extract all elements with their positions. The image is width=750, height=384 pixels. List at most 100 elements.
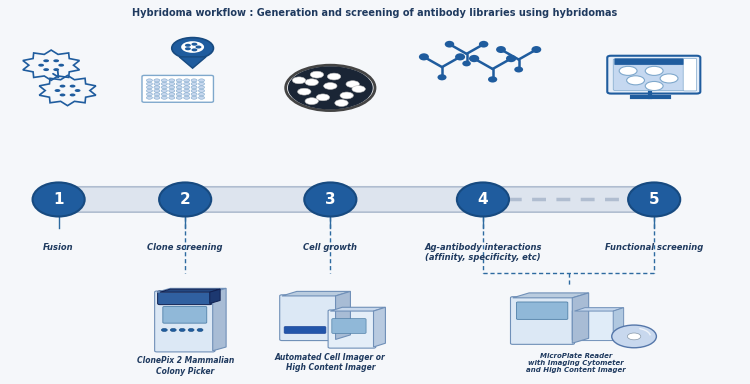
- Circle shape: [191, 43, 197, 46]
- Text: Functional screening: Functional screening: [605, 243, 703, 252]
- Circle shape: [154, 93, 160, 96]
- Circle shape: [185, 44, 190, 47]
- Ellipse shape: [479, 41, 488, 48]
- Polygon shape: [213, 288, 226, 351]
- Circle shape: [199, 89, 205, 92]
- Polygon shape: [614, 308, 624, 339]
- Ellipse shape: [496, 46, 506, 53]
- Text: MicroPlate Reader
with Imaging Cytometer
and High Content Imager: MicroPlate Reader with Imaging Cytometer…: [526, 353, 626, 373]
- Circle shape: [327, 73, 340, 80]
- Polygon shape: [335, 291, 350, 339]
- Circle shape: [352, 86, 365, 93]
- Circle shape: [196, 46, 202, 48]
- Circle shape: [44, 59, 49, 62]
- Circle shape: [154, 79, 160, 82]
- Circle shape: [612, 325, 656, 348]
- Circle shape: [184, 82, 190, 85]
- Circle shape: [172, 38, 214, 59]
- Circle shape: [627, 333, 640, 340]
- Circle shape: [199, 93, 205, 96]
- FancyBboxPatch shape: [54, 187, 658, 212]
- Polygon shape: [282, 291, 350, 296]
- Circle shape: [191, 93, 197, 96]
- FancyBboxPatch shape: [608, 56, 700, 94]
- Circle shape: [324, 83, 337, 89]
- Ellipse shape: [488, 76, 497, 83]
- Circle shape: [184, 86, 190, 89]
- Ellipse shape: [628, 182, 680, 217]
- Circle shape: [161, 93, 167, 96]
- Circle shape: [185, 47, 190, 50]
- Circle shape: [340, 92, 353, 99]
- Circle shape: [197, 328, 203, 331]
- Circle shape: [38, 64, 44, 67]
- Circle shape: [53, 68, 59, 71]
- Circle shape: [191, 82, 197, 85]
- Polygon shape: [210, 289, 220, 303]
- FancyBboxPatch shape: [572, 310, 616, 341]
- Circle shape: [146, 96, 152, 99]
- Text: Fusion: Fusion: [44, 243, 74, 252]
- Circle shape: [70, 93, 76, 96]
- Circle shape: [199, 86, 205, 89]
- FancyBboxPatch shape: [328, 310, 376, 348]
- Ellipse shape: [419, 53, 429, 60]
- FancyBboxPatch shape: [332, 319, 366, 333]
- Text: 1: 1: [53, 192, 64, 207]
- Circle shape: [154, 82, 160, 85]
- Text: 2: 2: [180, 192, 190, 207]
- Circle shape: [305, 79, 319, 86]
- Circle shape: [59, 84, 65, 88]
- Circle shape: [146, 82, 152, 85]
- Circle shape: [169, 82, 175, 85]
- Text: Cell growth: Cell growth: [303, 243, 357, 252]
- FancyBboxPatch shape: [284, 326, 326, 333]
- Circle shape: [176, 93, 182, 96]
- Circle shape: [191, 79, 197, 82]
- Circle shape: [169, 79, 175, 82]
- Circle shape: [176, 79, 182, 82]
- Circle shape: [161, 328, 167, 331]
- Circle shape: [75, 89, 80, 92]
- Circle shape: [176, 96, 182, 99]
- Circle shape: [146, 89, 152, 92]
- Circle shape: [191, 96, 197, 99]
- Circle shape: [169, 86, 175, 89]
- Circle shape: [169, 93, 175, 96]
- Polygon shape: [160, 289, 220, 292]
- Circle shape: [169, 96, 175, 99]
- Polygon shape: [574, 308, 624, 311]
- Circle shape: [191, 48, 197, 51]
- Polygon shape: [572, 293, 589, 343]
- Circle shape: [55, 89, 61, 92]
- Circle shape: [179, 328, 185, 331]
- FancyBboxPatch shape: [142, 75, 214, 102]
- Circle shape: [176, 86, 182, 89]
- FancyBboxPatch shape: [517, 302, 568, 319]
- Circle shape: [58, 64, 64, 67]
- Ellipse shape: [437, 74, 446, 80]
- Circle shape: [154, 96, 160, 99]
- Ellipse shape: [532, 46, 542, 53]
- Ellipse shape: [514, 66, 523, 73]
- Circle shape: [169, 89, 175, 92]
- Ellipse shape: [462, 61, 471, 66]
- FancyBboxPatch shape: [683, 58, 697, 91]
- Circle shape: [184, 96, 190, 99]
- Circle shape: [161, 96, 167, 99]
- Circle shape: [199, 79, 205, 82]
- Circle shape: [184, 79, 190, 82]
- Ellipse shape: [159, 182, 212, 217]
- Circle shape: [310, 71, 324, 78]
- Circle shape: [316, 94, 329, 101]
- Ellipse shape: [469, 55, 479, 62]
- Polygon shape: [157, 288, 226, 292]
- Circle shape: [645, 81, 663, 91]
- FancyBboxPatch shape: [511, 297, 574, 344]
- FancyBboxPatch shape: [163, 306, 207, 323]
- Circle shape: [170, 328, 176, 331]
- Circle shape: [184, 93, 190, 96]
- Circle shape: [288, 66, 373, 109]
- Text: 4: 4: [478, 192, 488, 207]
- Text: 3: 3: [325, 192, 336, 207]
